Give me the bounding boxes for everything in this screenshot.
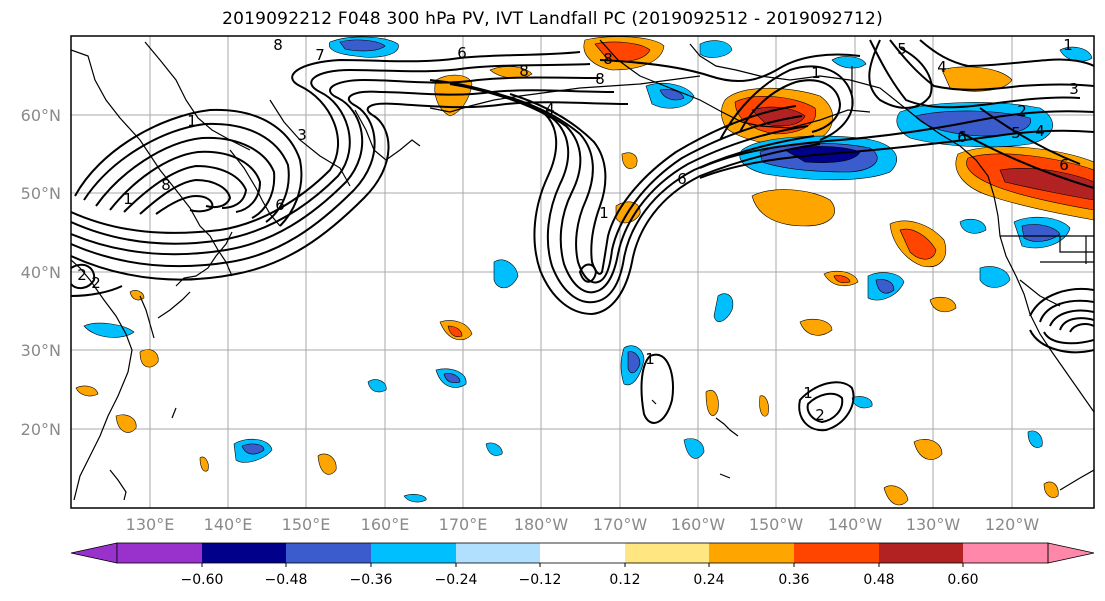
colorbar-segment: [286, 543, 371, 563]
colorbar-extend-min: [70, 542, 118, 564]
colorbar-segment: [117, 543, 202, 563]
lon-label: 150°W: [749, 515, 804, 534]
contour-label: 7: [315, 46, 325, 64]
lat-label: 40°N: [21, 263, 61, 282]
contour-label: 2: [91, 274, 101, 292]
lon-label: 170°W: [593, 515, 648, 534]
lon-label: 130°E: [126, 515, 175, 534]
contour-label: 8: [519, 62, 529, 80]
colorbar-segment: [709, 543, 794, 563]
colorbar-tick-label: 0.24: [693, 572, 724, 588]
colorbar-tick-label: −0.12: [519, 572, 562, 588]
contour-label: 2: [1017, 102, 1027, 120]
graticule: [71, 36, 1094, 508]
lat-label: 50°N: [21, 184, 61, 203]
lat-label: 30°N: [21, 341, 61, 360]
contour-label: 6: [677, 170, 687, 188]
colorbar-tick-label: −0.48: [265, 572, 308, 588]
contour-label: 1: [803, 384, 813, 402]
contour-label: 8: [273, 36, 283, 54]
contour-label: 8: [603, 50, 613, 68]
colorbar-tick-label: 0.48: [863, 572, 894, 588]
colorbar-segment: [456, 543, 540, 563]
colorbar: −0.60 −0.48 −0.36 −0.24 −0.12 0.12 0.24 …: [70, 542, 1095, 588]
contour-label: 1: [811, 64, 821, 82]
contour-label: 1: [187, 112, 197, 130]
contour-label: 5: [897, 40, 907, 58]
colorbar-segment: [963, 543, 1048, 563]
contour-label: 1: [1063, 36, 1073, 54]
colorbar-tick-label: 0.12: [609, 572, 640, 588]
contour-label: 4: [545, 100, 555, 118]
colorbar-tick-label: −0.24: [435, 572, 478, 588]
colorbar-segment: [625, 543, 709, 563]
pv-contours: [71, 39, 1094, 432]
lat-label: 60°N: [21, 106, 61, 125]
lon-label: 180°W: [514, 515, 569, 534]
contour-label: 6: [957, 128, 967, 146]
colorbar-tick-label: 0.60: [947, 572, 978, 588]
contour-label: 2: [77, 266, 87, 284]
colorbar-segment: [794, 543, 879, 563]
contour-label: 8: [161, 176, 171, 194]
contour-label: 4: [1035, 122, 1045, 140]
colorbar-segment: [879, 543, 963, 563]
colorbar-segment: [371, 543, 456, 563]
colorbar-tick-label: −0.60: [181, 572, 224, 588]
contour-label: 1: [599, 204, 609, 222]
lon-label: 160°E: [361, 515, 410, 534]
contour-label: 3: [1069, 80, 1079, 98]
lon-label: 120°W: [985, 515, 1040, 534]
contour-label: 4: [937, 58, 947, 76]
contour-label: 8: [595, 70, 605, 88]
colorbar-segment: [202, 543, 286, 563]
colorbar-frame: [116, 542, 1049, 564]
contour-label: 5: [1011, 124, 1021, 142]
contour-label: 6: [457, 44, 467, 62]
contour-label: 1: [123, 190, 133, 208]
contour-label: 6: [1059, 156, 1069, 174]
colorbar-segment: [540, 543, 625, 563]
latitude-labels: 60°N 50°N 40°N 30°N 20°N: [21, 106, 61, 439]
contour-labels: 8 7 6 8 4 1 3 8 8 6 1 6 1 4 5 5 2 6 4 1 …: [77, 36, 1079, 424]
colorbar-tick-label: 0.36: [778, 572, 809, 588]
lon-label: 130°W: [906, 515, 961, 534]
lon-label: 170°E: [439, 515, 488, 534]
contour-label: 2: [815, 406, 825, 424]
lon-label: 150°E: [282, 515, 331, 534]
map-frame: [70, 35, 1095, 509]
map-title: 2019092212 F048 300 hPa PV, IVT Landfall…: [222, 9, 883, 29]
longitude-labels: 130°E 140°E 150°E 160°E 170°E 180°W 170°…: [126, 515, 1040, 534]
lon-label: 140°W: [828, 515, 883, 534]
contour-label: 6: [275, 196, 285, 214]
colorbar-extend-max: [1047, 542, 1095, 564]
lon-label: 160°W: [671, 515, 726, 534]
lon-label: 140°E: [204, 515, 253, 534]
colorbar-tick-label: −0.36: [350, 572, 393, 588]
lat-label: 20°N: [21, 420, 61, 439]
contour-label: 1: [645, 350, 655, 368]
contour-label: 3: [297, 126, 307, 144]
